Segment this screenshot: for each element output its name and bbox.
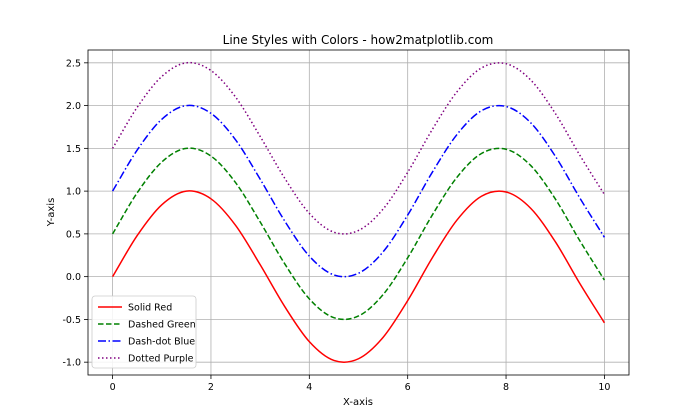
y-tick-label: 2.5 [66, 58, 81, 69]
x-tick-label: 6 [405, 382, 411, 393]
legend-label-3: Dash-dot Blue [128, 337, 195, 348]
y-tick-label: 0.0 [66, 272, 81, 283]
y-tick-label: 1.0 [66, 187, 81, 198]
x-tick-label: 0 [110, 382, 116, 393]
series-line-3 [111, 104, 606, 278]
series-line-4 [111, 61, 606, 235]
x-tick-label: 8 [503, 382, 509, 393]
y-tick-label: -0.5 [62, 315, 81, 326]
series-lines [111, 61, 606, 363]
x-tick-label: 10 [598, 382, 610, 393]
series-line-1 [111, 190, 606, 363]
plot-frame [87, 49, 630, 376]
x-axis-label: X-axis [343, 397, 373, 408]
y-axis-label: Y-axis [46, 198, 57, 228]
grid [88, 50, 629, 375]
legend: Solid Red Dashed Green Dash-dot Blue Dotted… [91, 295, 197, 369]
legend-label-2: Dashed Green [128, 320, 196, 331]
y-tick-label: 2.0 [66, 101, 81, 112]
x-tick-label: 2 [208, 382, 214, 393]
y-tick-label: 1.5 [66, 144, 81, 155]
axis-ticks: 0 2 4 6 8 10 -1.0 -0.5 0.0 0.5 1.0 1.5 2.0 2.5 [62, 58, 610, 393]
y-tick-label: -1.0 [62, 358, 81, 369]
y-tick-label: 0.5 [66, 229, 81, 240]
series-line-2 [111, 147, 606, 321]
chart-title: Line Styles with Colors - how2matplotlib… [223, 33, 494, 47]
legend-label-4: Dotted Purple [128, 354, 194, 365]
legend-box [91, 295, 197, 369]
x-tick-label: 4 [306, 382, 312, 393]
legend-label-1: Solid Red [128, 303, 172, 314]
